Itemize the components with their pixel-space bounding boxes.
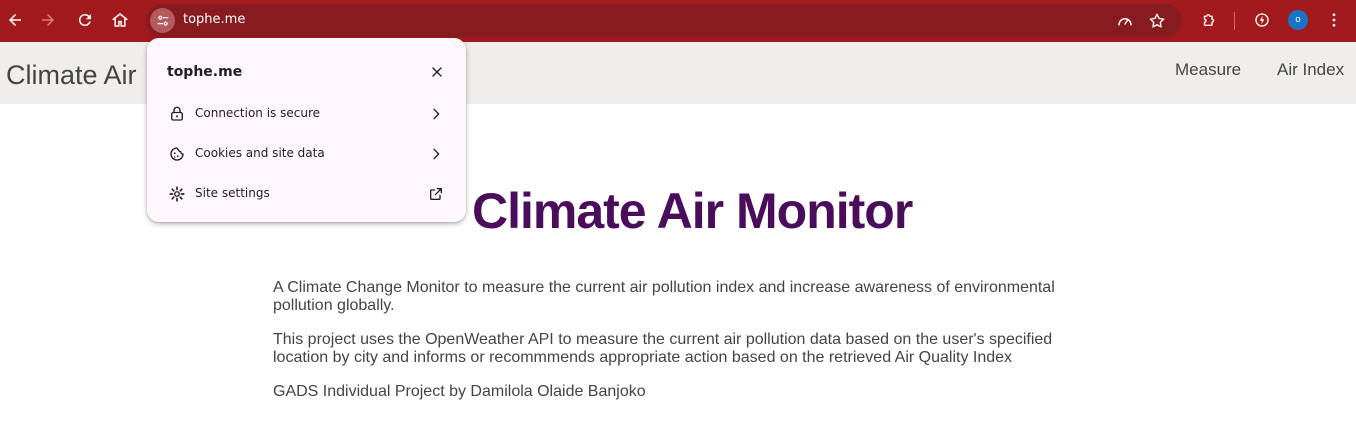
puzzle-icon[interactable] <box>1194 5 1224 35</box>
description-paragraph: This project uses the OpenWeather API to… <box>273 331 1053 366</box>
cookie-icon <box>167 144 187 164</box>
open-external-icon <box>426 184 446 204</box>
back-arrow-icon[interactable] <box>0 5 30 35</box>
forward-arrow-icon[interactable] <box>33 5 63 35</box>
site-info-popup: tophe.me Connection is secure <box>147 38 466 222</box>
popup-title: tophe.me <box>167 64 243 80</box>
home-icon[interactable] <box>105 5 135 35</box>
url-text[interactable]: tophe.me <box>183 12 246 27</box>
intro-paragraph: A Climate Change Monitor to measure the … <box>273 279 1055 314</box>
site-brand[interactable]: Climate Air <box>6 60 137 90</box>
close-icon[interactable] <box>427 62 447 82</box>
address-bar[interactable]: tophe.me <box>146 4 1182 37</box>
reload-icon[interactable] <box>70 5 100 35</box>
credits-paragraph: GADS Individual Project by Damilola Olai… <box>273 383 646 400</box>
star-icon[interactable] <box>1146 10 1168 32</box>
nav-link-air-index[interactable]: Air Index <box>1277 60 1345 79</box>
nav-link-measure[interactable]: Measure <box>1175 60 1242 79</box>
kebab-menu-icon[interactable] <box>1319 5 1349 35</box>
popup-item-label: Cookies and site data <box>195 146 325 160</box>
page-title: Climate Air Monitor <box>472 183 913 239</box>
lightning-icon[interactable] <box>1247 5 1277 35</box>
site-info-tune-icon[interactable] <box>150 8 175 33</box>
popup-item-connection[interactable]: Connection is secure <box>147 94 466 134</box>
popup-item-label: Site settings <box>195 186 270 200</box>
chevron-right-icon <box>426 104 446 124</box>
toolbar-divider <box>1234 12 1235 30</box>
chevron-right-icon <box>426 144 446 164</box>
profile-avatar[interactable]: o <box>1288 10 1308 30</box>
popup-item-cookies[interactable]: Cookies and site data <box>147 134 466 174</box>
lock-icon <box>167 104 187 124</box>
popup-item-site-settings[interactable]: Site settings <box>147 174 466 214</box>
browser-toolbar: tophe.me o <box>0 0 1356 42</box>
popup-item-label: Connection is secure <box>195 106 321 120</box>
gear-icon <box>167 184 187 204</box>
performance-gauge-icon[interactable] <box>1114 10 1136 32</box>
